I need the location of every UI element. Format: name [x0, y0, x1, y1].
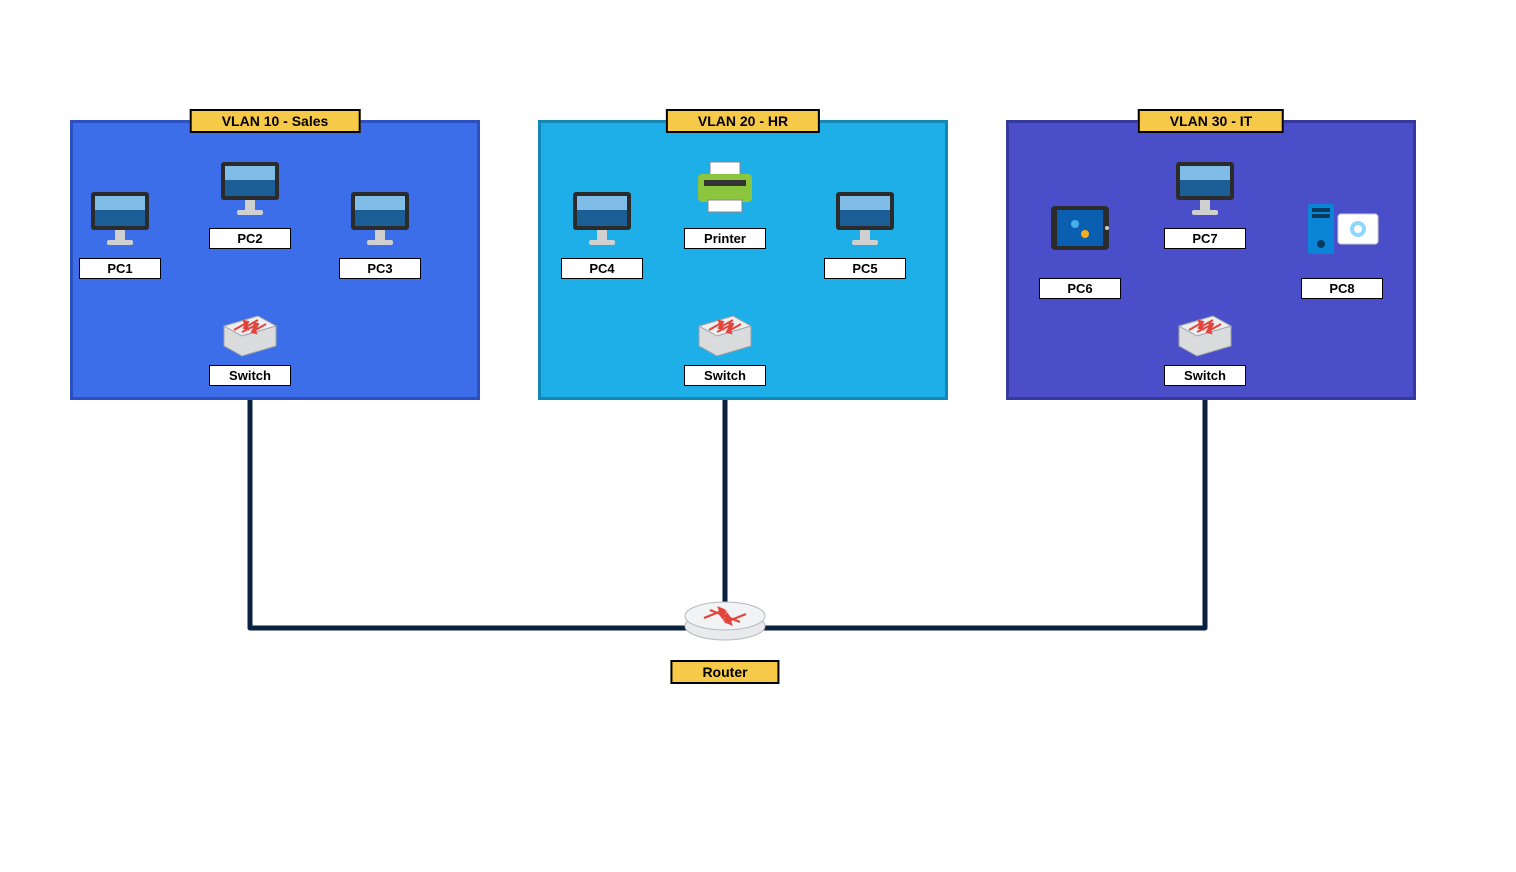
- tablet-icon: [1045, 200, 1115, 258]
- monitor-icon: [85, 190, 155, 248]
- diagram-canvas: VLAN 10 - SalesVLAN 20 - HRVLAN 30 - IT …: [0, 0, 1516, 872]
- pc7-icon: [1170, 160, 1240, 223]
- vlan30-switch-label: Switch: [1164, 365, 1246, 386]
- pc8-icon: [1302, 200, 1382, 265]
- pc6-icon: [1045, 200, 1115, 263]
- trunk-vlan10: [250, 383, 725, 628]
- pc5-label: PC5: [824, 258, 906, 279]
- printer-icon: [690, 160, 760, 221]
- pc8-label: PC8: [1301, 278, 1383, 299]
- vlan30-switch-icon: [1169, 310, 1241, 365]
- router-label: Router: [670, 660, 779, 684]
- pc2-label: PC2: [209, 228, 291, 249]
- router-icon-wrap: [680, 592, 770, 653]
- pc4-icon: [567, 190, 637, 253]
- router-icon: [680, 592, 770, 648]
- trunk-vlan30: [725, 383, 1205, 628]
- monitor-icon: [567, 190, 637, 248]
- pc1-label: PC1: [79, 258, 161, 279]
- pc5-icon: [830, 190, 900, 253]
- vlan20-title: VLAN 20 - HR: [666, 109, 820, 133]
- switch-icon: [214, 310, 286, 360]
- monitor-icon: [215, 160, 285, 218]
- pc7-label: PC7: [1164, 228, 1246, 249]
- server-icon: [1302, 200, 1382, 260]
- pc3-icon: [345, 190, 415, 253]
- pc6-label: PC6: [1039, 278, 1121, 299]
- pc1-icon: [85, 190, 155, 253]
- switch-icon: [1169, 310, 1241, 360]
- vlan20-switch-label: Switch: [684, 365, 766, 386]
- vlan30-title: VLAN 30 - IT: [1138, 109, 1284, 133]
- switch-icon: [689, 310, 761, 360]
- pc4-label: PC4: [561, 258, 643, 279]
- monitor-icon: [830, 190, 900, 248]
- vlan20-switch-icon: [689, 310, 761, 365]
- pc2-icon: [215, 160, 285, 223]
- vlan10-switch-icon: [214, 310, 286, 365]
- monitor-icon: [1170, 160, 1240, 218]
- vlan10-title: VLAN 10 - Sales: [190, 109, 361, 133]
- printer-label: Printer: [684, 228, 766, 249]
- pc3-label: PC3: [339, 258, 421, 279]
- vlan10-switch-label: Switch: [209, 365, 291, 386]
- monitor-icon: [345, 190, 415, 248]
- printer-icon: [690, 160, 760, 216]
